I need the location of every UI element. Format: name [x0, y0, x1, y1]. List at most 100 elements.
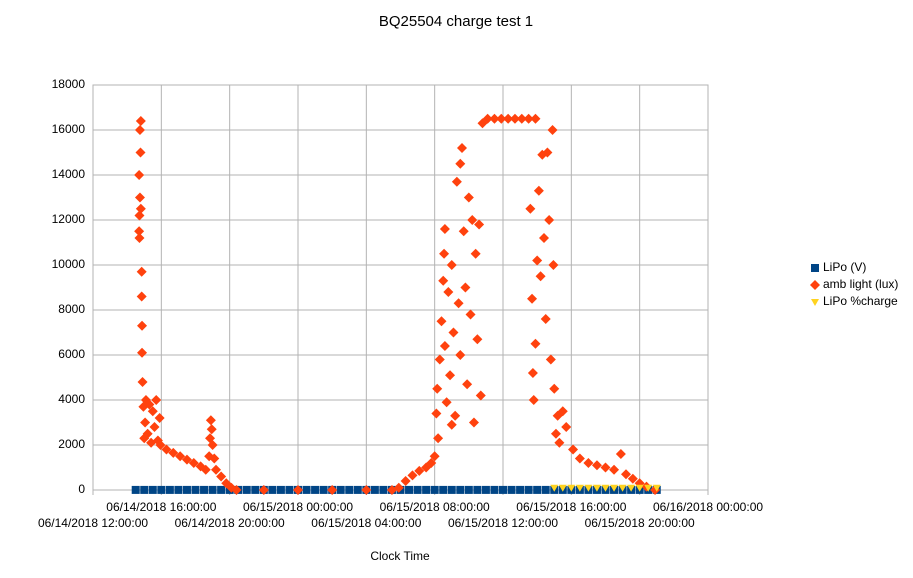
point — [136, 291, 147, 302]
point — [441, 397, 452, 408]
point — [465, 309, 476, 320]
point — [490, 485, 499, 494]
point — [134, 233, 145, 243]
point — [393, 482, 404, 493]
point — [407, 470, 418, 481]
point — [137, 347, 148, 358]
point — [615, 449, 626, 459]
point — [509, 113, 520, 124]
point — [600, 462, 611, 473]
point — [621, 469, 631, 480]
point — [535, 271, 546, 282]
point — [135, 116, 146, 126]
point — [568, 444, 579, 455]
point — [539, 233, 549, 243]
point — [438, 275, 449, 286]
x-tick-label: 06/14/2018 16:00:00 — [106, 500, 216, 514]
point — [205, 415, 216, 426]
point — [157, 485, 166, 494]
point — [134, 210, 145, 221]
point — [524, 485, 533, 494]
x-tick-label: 06/15/2018 16:00:00 — [516, 500, 626, 514]
point — [144, 399, 155, 410]
point — [433, 433, 444, 444]
y-tick-label: 2000 — [58, 437, 85, 451]
point — [151, 395, 162, 405]
x-axis-title: Clock Time — [370, 549, 430, 563]
point — [516, 113, 527, 124]
point — [147, 406, 158, 417]
point — [432, 383, 443, 394]
point — [462, 379, 473, 390]
legend-marker — [811, 299, 819, 306]
point — [445, 370, 456, 381]
point — [545, 354, 556, 365]
chart-title: BQ25504 charge test 1 — [379, 13, 533, 30]
point — [142, 428, 153, 439]
point — [554, 437, 565, 448]
point — [327, 485, 338, 495]
point — [276, 485, 285, 494]
point — [311, 485, 320, 494]
y-tick-label: 14000 — [52, 167, 86, 181]
point — [149, 422, 160, 432]
point — [188, 458, 199, 468]
point — [496, 113, 507, 124]
point — [448, 327, 459, 338]
point — [567, 484, 576, 492]
point — [547, 125, 558, 135]
point — [131, 485, 140, 494]
point — [591, 460, 602, 471]
point — [558, 484, 567, 492]
legend-label: amb light (lux) — [823, 277, 898, 291]
point — [541, 485, 550, 494]
point — [336, 485, 345, 494]
point — [140, 485, 149, 494]
point — [530, 113, 541, 124]
point — [446, 260, 457, 270]
point — [134, 226, 145, 237]
point — [136, 266, 147, 277]
point — [644, 484, 653, 492]
point — [540, 314, 551, 324]
point — [451, 176, 462, 187]
point — [200, 464, 211, 475]
point — [258, 485, 269, 495]
point — [627, 484, 636, 492]
point — [430, 485, 439, 494]
x-tick-label: 06/14/2018 12:00:00 — [38, 516, 148, 530]
point — [470, 248, 481, 259]
point — [345, 485, 354, 494]
point — [527, 293, 538, 304]
point — [207, 440, 218, 450]
legend-label: LiPo (V) — [823, 260, 866, 274]
point — [285, 485, 294, 494]
point — [353, 485, 362, 494]
point — [474, 219, 485, 230]
point — [467, 215, 478, 225]
point — [527, 368, 538, 378]
point — [439, 248, 450, 259]
point — [134, 192, 145, 203]
y-tick-label: 8000 — [58, 302, 85, 316]
point — [652, 484, 661, 492]
legend-label: LiPo %charge — [823, 294, 898, 308]
point — [627, 473, 638, 484]
point — [584, 484, 593, 492]
point — [216, 471, 227, 482]
point — [211, 464, 221, 475]
point — [168, 447, 179, 458]
point — [583, 458, 594, 468]
point — [447, 485, 456, 494]
point — [400, 476, 411, 486]
point — [206, 424, 217, 435]
point — [134, 170, 145, 180]
y-tick-label: 4000 — [58, 392, 85, 406]
point — [251, 485, 260, 494]
point — [550, 428, 561, 439]
point — [453, 298, 464, 309]
point — [528, 395, 539, 405]
point — [475, 390, 486, 401]
